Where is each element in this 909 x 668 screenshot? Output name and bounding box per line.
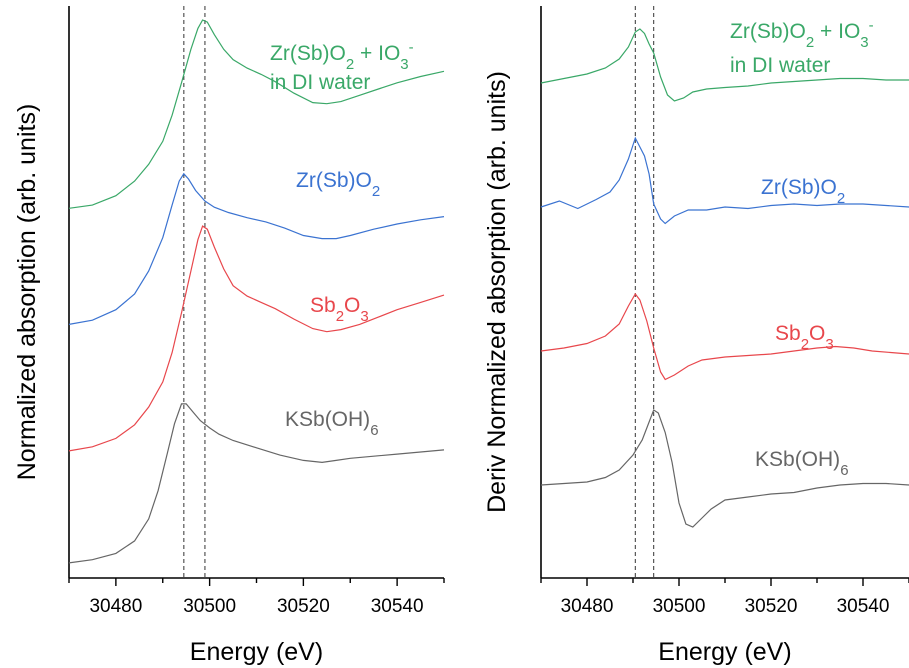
x-tick-label: 30540 — [371, 596, 424, 617]
series-line-0 — [540, 409, 909, 528]
series-label: Zr(Sb)O2 + IO3- — [270, 39, 414, 73]
series-label-line2: in DI water — [730, 54, 830, 77]
series-label: Zr(Sb)O2 + IO3- — [730, 17, 874, 51]
series-line-1 — [68, 225, 445, 452]
x-tick-label: 30480 — [561, 596, 614, 617]
y-axis-title: Normalized absorption (arb. units) — [13, 104, 41, 481]
x-tick-label: 30520 — [745, 596, 798, 617]
series-line-1 — [540, 292, 909, 381]
series-label: KSb(OH)6 — [285, 408, 379, 439]
series-label: Sb2O3 — [775, 322, 834, 353]
series-line-2 — [68, 172, 445, 325]
panel-right-derivative-absorption: 30480 30500 30520 30540 Energy (eV) Deriv Nor… — [483, 6, 909, 666]
series-line-2 — [540, 136, 909, 225]
series-label: Sb2O3 — [310, 294, 369, 325]
x-tick-label: 30480 — [89, 596, 142, 617]
series-label: Zr(Sb)O2 — [296, 169, 380, 200]
series-line-3 — [540, 28, 909, 102]
panel-left-normalized-absorption: 30480 30500 30520 30540 Energy (eV) Normalize… — [13, 6, 445, 666]
series-label: KSb(OH)6 — [755, 448, 849, 479]
series-label: Zr(Sb)O2 — [761, 176, 845, 207]
y-axis-title: Deriv Normalized absorption (arb. units) — [483, 71, 511, 513]
x-tick-label: 30500 — [653, 596, 706, 617]
x-axis-title: Energy (eV) — [658, 638, 791, 666]
x-tick-label: 30500 — [183, 596, 236, 617]
series-line-0 — [68, 403, 445, 564]
series-label-line2: in DI water — [270, 71, 370, 94]
x-tick-label: 30520 — [277, 596, 330, 617]
x-tick-label: 30540 — [837, 596, 890, 617]
series-line-3 — [68, 19, 445, 209]
x-axis-title: Energy (eV) — [190, 638, 323, 666]
